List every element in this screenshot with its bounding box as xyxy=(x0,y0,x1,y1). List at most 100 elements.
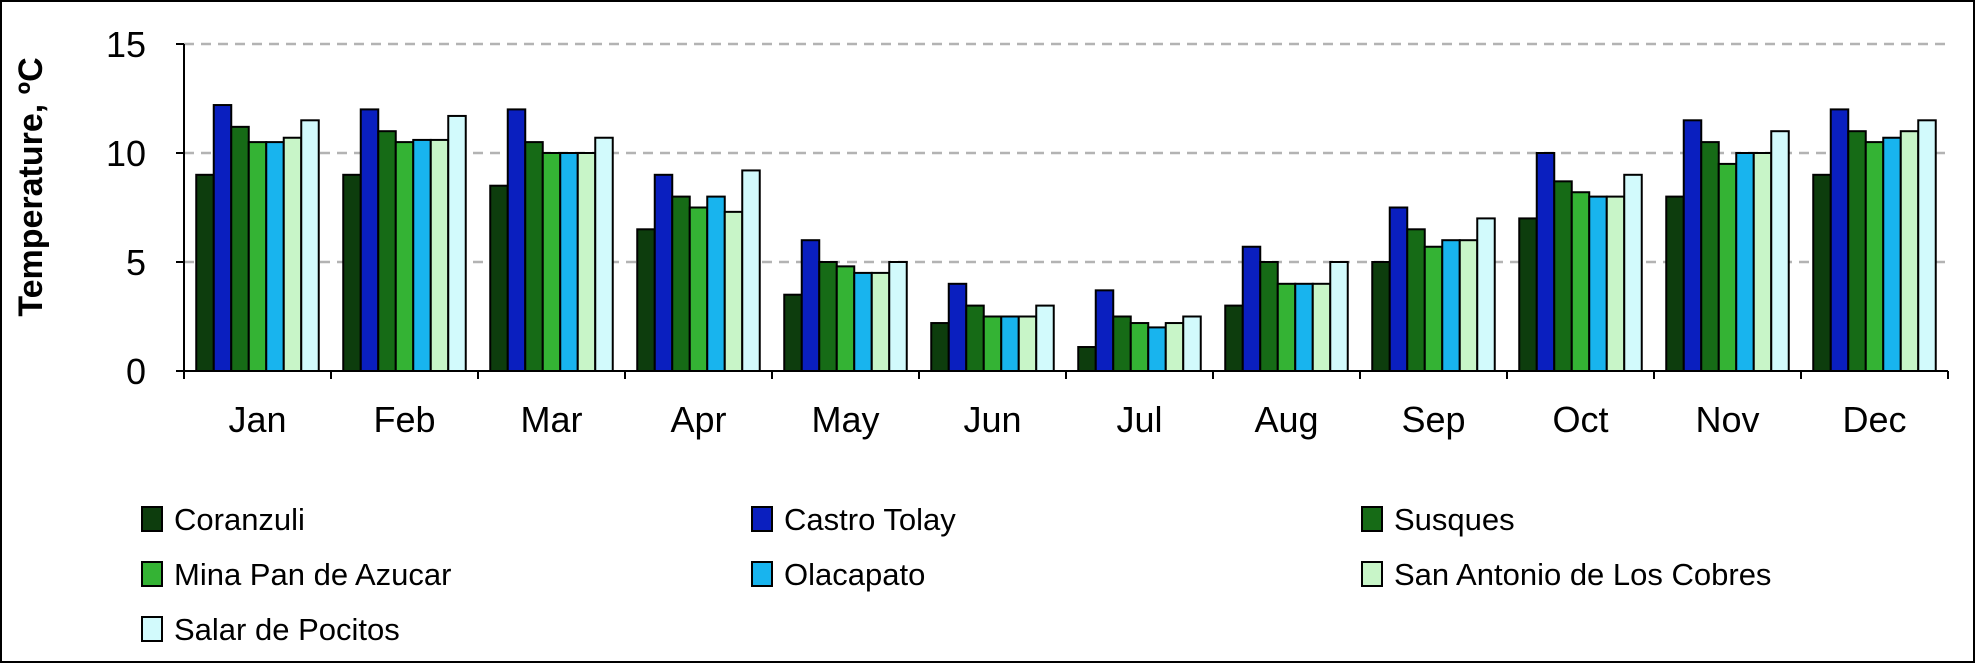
bar xyxy=(1423,245,1444,373)
bar xyxy=(1294,282,1314,372)
legend-label: Susques xyxy=(1394,502,1515,537)
bar xyxy=(1035,304,1055,373)
bar xyxy=(1388,206,1409,372)
bar xyxy=(947,282,968,372)
bar xyxy=(212,104,233,372)
bar xyxy=(1182,315,1202,372)
x-tick-label: Jul xyxy=(1116,399,1162,440)
bar xyxy=(1717,162,1738,372)
bar xyxy=(783,293,803,373)
bar xyxy=(412,138,432,372)
y-tick-label: 5 xyxy=(126,242,146,283)
bar xyxy=(1329,261,1349,372)
bar xyxy=(800,239,821,372)
bar xyxy=(1259,261,1279,372)
bar xyxy=(300,119,320,372)
legend-item: Salar de Pocitos xyxy=(141,612,400,647)
x-tick-label: Aug xyxy=(1254,399,1318,440)
bar xyxy=(853,271,873,372)
bar xyxy=(1311,282,1332,372)
legend-label: San Antonio de Los Cobres xyxy=(1394,557,1771,592)
legend-item: Coranzuli xyxy=(141,502,305,537)
bar xyxy=(1847,130,1867,372)
bar xyxy=(1882,136,1902,372)
bar xyxy=(1700,141,1720,372)
bar xyxy=(688,206,709,372)
bar xyxy=(1535,152,1556,372)
legend-swatch xyxy=(1361,561,1383,587)
bar xyxy=(1241,245,1262,373)
bar xyxy=(195,173,215,372)
bar xyxy=(1147,326,1167,372)
x-tick-label: Apr xyxy=(670,399,726,440)
bar xyxy=(576,152,597,372)
legend-swatch xyxy=(1361,506,1383,532)
grid-lines xyxy=(184,42,1948,264)
legend-swatch xyxy=(141,506,163,532)
bar xyxy=(1276,282,1297,372)
bar xyxy=(1112,315,1132,372)
bar xyxy=(359,108,380,373)
bar xyxy=(282,136,303,372)
bar xyxy=(1371,261,1391,372)
bar xyxy=(447,114,467,372)
x-tick-label: Mar xyxy=(521,399,583,440)
bar xyxy=(559,152,579,372)
y-axis-title: Temperature, ºC xyxy=(12,57,50,316)
bar xyxy=(1224,304,1244,373)
bar xyxy=(1682,119,1703,372)
bar xyxy=(1441,239,1461,372)
x-tick-label: Oct xyxy=(1552,399,1608,440)
legend: Coranzuli Castro Tolay Susques Mina Pan de … xyxy=(141,502,1771,647)
bar xyxy=(1164,322,1185,373)
bar xyxy=(1553,180,1573,372)
axis-ticks: 0 5 10 15 Jan Feb Mar Apr May Jun Jul Aug Sep Oct Nov D… xyxy=(106,24,1949,440)
bar xyxy=(230,125,250,372)
bar xyxy=(429,138,450,372)
bar xyxy=(870,271,891,372)
bars xyxy=(195,104,1937,373)
y-tick-label: 10 xyxy=(106,133,146,174)
legend-item: Mina Pan de Azucar xyxy=(141,557,451,592)
bar xyxy=(818,261,838,372)
bar xyxy=(1518,217,1538,372)
bar xyxy=(247,141,268,372)
bar xyxy=(1458,239,1479,372)
bar xyxy=(1588,195,1608,372)
legend-item: San Antonio de Los Cobres xyxy=(1361,557,1771,592)
bar xyxy=(1899,130,1920,372)
bar xyxy=(671,195,691,372)
bar xyxy=(1129,322,1150,373)
bar xyxy=(265,141,285,372)
legend-item: Olacapato xyxy=(751,557,925,592)
legend-label: Castro Tolay xyxy=(784,502,956,537)
y-tick-label: 0 xyxy=(126,351,146,392)
x-tick-label: Dec xyxy=(1842,399,1906,440)
bar xyxy=(965,304,985,373)
bar xyxy=(541,152,562,372)
bar xyxy=(1752,152,1773,372)
bar xyxy=(524,141,544,372)
bar xyxy=(1917,119,1937,372)
bar xyxy=(489,184,509,372)
bar xyxy=(1770,130,1790,372)
bar xyxy=(1406,228,1426,372)
y-tick-label: 15 xyxy=(106,24,146,65)
legend-swatch xyxy=(751,506,773,532)
bar xyxy=(1605,195,1626,372)
bar xyxy=(1864,141,1885,372)
bar xyxy=(835,265,856,372)
legend-label: Coranzuli xyxy=(174,502,305,537)
bar xyxy=(1623,173,1643,372)
legend-swatch xyxy=(751,561,773,587)
legend-item: Castro Tolay xyxy=(751,502,956,537)
legend-swatch xyxy=(141,561,163,587)
bar xyxy=(706,195,726,372)
bar xyxy=(506,108,527,373)
bar xyxy=(1017,315,1038,372)
bar xyxy=(741,169,761,372)
legend-label: Salar de Pocitos xyxy=(174,612,400,647)
legend-item: Susques xyxy=(1361,502,1515,537)
legend-label: Mina Pan de Azucar xyxy=(174,557,451,592)
